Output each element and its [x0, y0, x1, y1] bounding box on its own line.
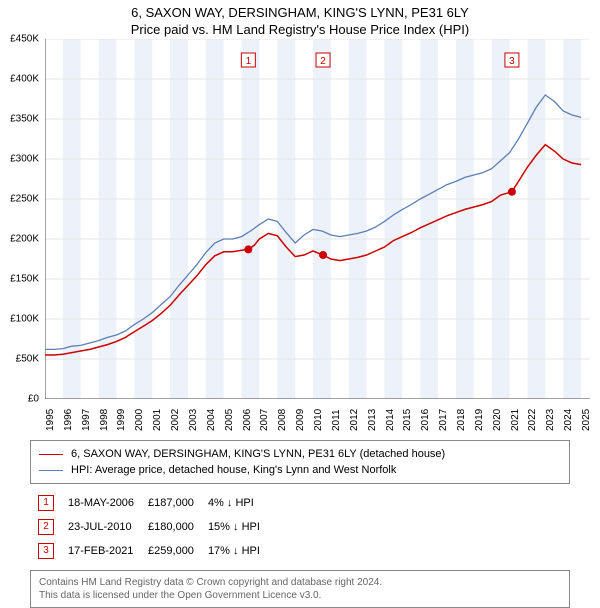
svg-text:3: 3: [509, 56, 515, 67]
event-marker-cell: 3: [32, 540, 60, 562]
x-tick-label: 1997: [81, 409, 92, 431]
x-tick-label: 2024: [563, 409, 574, 431]
table-row: 3 17-FEB-2021£259,000 17% ↓ HPI: [32, 540, 266, 562]
legend-swatch: [39, 454, 63, 455]
event-marker-cell: 2: [32, 516, 60, 538]
table-row: 1 18-MAY-2006£187,000 4% ↓ HPI: [32, 492, 266, 514]
x-tick-label: 2023: [545, 409, 556, 431]
delta-text: 17% ↓ HPI: [208, 545, 260, 557]
x-tick-label: 1999: [116, 409, 127, 431]
x-tick-label: 2005: [224, 409, 235, 431]
chart-area: £0£50K£100K£150K£200K£250K£300K£350K£400…: [45, 39, 590, 399]
event-delta: 4% ↓ HPI: [202, 492, 266, 514]
marker-badge: 2: [38, 519, 54, 535]
x-tick-label: 2021: [510, 409, 521, 431]
x-tick-label: 2017: [438, 409, 449, 431]
y-tick-label: £250K: [10, 194, 39, 205]
x-tick-label: 2003: [188, 409, 199, 431]
table-row: 2 23-JUL-2010£180,000 15% ↓ HPI: [32, 516, 266, 538]
x-tick-label: 1998: [99, 409, 110, 431]
y-axis-labels: £0£50K£100K£150K£200K£250K£300K£350K£400…: [0, 39, 42, 399]
chart-title-block: 6, SAXON WAY, DERSINGHAM, KING'S LYNN, P…: [0, 0, 600, 39]
svg-text:2: 2: [320, 56, 326, 67]
event-date: 18-MAY-2006: [62, 492, 140, 514]
x-tick-label: 2018: [456, 409, 467, 431]
x-tick-label: 1995: [45, 409, 56, 431]
event-price: £259,000: [142, 540, 200, 562]
y-tick-label: £450K: [10, 34, 39, 45]
legend-row: HPI: Average price, detached house, King…: [39, 462, 561, 478]
event-price: £187,000: [142, 492, 200, 514]
x-tick-label: 2015: [402, 409, 413, 431]
event-date: 23-JUL-2010: [62, 516, 140, 538]
x-axis-labels: 1995 1996 1997 1998 1999 2000 2001 2002 2003 2004…: [45, 399, 590, 435]
legend-label: HPI: Average price, detached house, King…: [71, 464, 396, 476]
title-subtitle: Price paid vs. HM Land Registry's House …: [10, 22, 590, 37]
y-tick-label: £0: [28, 394, 39, 405]
marker-badge: 3: [38, 543, 54, 559]
x-tick-label: 2001: [152, 409, 163, 431]
x-tick-label: 2009: [295, 409, 306, 431]
x-tick-label: 2007: [259, 409, 270, 431]
x-tick-label: 2014: [385, 409, 396, 431]
y-tick-label: £100K: [10, 314, 39, 325]
attribution-line1: Contains HM Land Registry data © Crown c…: [39, 576, 561, 589]
x-tick-label: 2016: [420, 409, 431, 431]
y-tick-label: £150K: [10, 274, 39, 285]
delta-text: 4% ↓ HPI: [208, 497, 254, 509]
y-tick-label: £200K: [10, 234, 39, 245]
event-delta: 15% ↓ HPI: [202, 516, 266, 538]
x-tick-label: 2006: [242, 409, 253, 431]
y-tick-label: £50K: [16, 354, 39, 365]
price-events-table: 1 18-MAY-2006£187,000 4% ↓ HPI 2 23-JUL-2010…: [30, 490, 268, 564]
event-delta: 17% ↓ HPI: [202, 540, 266, 562]
x-tick-label: 2010: [313, 409, 324, 431]
attribution: Contains HM Land Registry data © Crown c…: [30, 570, 570, 608]
x-tick-label: 2002: [170, 409, 181, 431]
chart-svg: 1 2 3: [45, 39, 590, 399]
y-tick-label: £300K: [10, 154, 39, 165]
x-tick-label: 2022: [527, 409, 538, 431]
event-date: 17-FEB-2021: [62, 540, 140, 562]
attribution-line2: This data is licensed under the Open Gov…: [39, 589, 561, 602]
title-address: 6, SAXON WAY, DERSINGHAM, KING'S LYNN, P…: [10, 5, 590, 20]
x-tick-label: 2012: [349, 409, 360, 431]
legend: 6, SAXON WAY, DERSINGHAM, KING'S LYNN, P…: [30, 440, 570, 484]
legend-row: 6, SAXON WAY, DERSINGHAM, KING'S LYNN, P…: [39, 446, 561, 462]
legend-label: 6, SAXON WAY, DERSINGHAM, KING'S LYNN, P…: [71, 448, 445, 460]
x-tick-label: 2004: [206, 409, 217, 431]
delta-text: 15% ↓ HPI: [208, 521, 260, 533]
event-marker-cell: 1: [32, 492, 60, 514]
x-tick-label: 2013: [367, 409, 378, 431]
y-tick-label: £350K: [10, 114, 39, 125]
legend-swatch: [39, 470, 63, 471]
x-tick-label: 2019: [474, 409, 485, 431]
y-tick-label: £400K: [10, 74, 39, 85]
x-tick-label: 2000: [134, 409, 145, 431]
x-tick-label: 2025: [581, 409, 592, 431]
x-tick-label: 2008: [277, 409, 288, 431]
event-price: £180,000: [142, 516, 200, 538]
x-tick-label: 2011: [331, 409, 342, 431]
svg-text:1: 1: [246, 56, 252, 67]
x-tick-label: 1996: [63, 409, 74, 431]
marker-badge: 1: [38, 495, 54, 511]
x-tick-label: 2020: [492, 409, 503, 431]
